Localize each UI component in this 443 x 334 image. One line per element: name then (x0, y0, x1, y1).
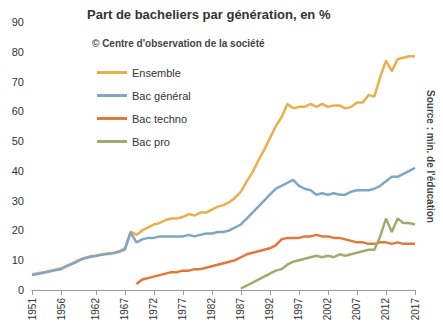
svg-text:Bac général: Bac général (132, 90, 191, 102)
svg-text:© Centre d'observation de la s: © Centre d'observation de la société (92, 38, 265, 49)
svg-text:60: 60 (12, 105, 24, 117)
svg-text:2012: 2012 (380, 298, 391, 321)
svg-text:1987: 1987 (235, 298, 246, 321)
svg-text:1951: 1951 (27, 298, 38, 321)
svg-text:90: 90 (12, 16, 24, 28)
svg-text:Source : min. de l'éducation: Source : min. de l'éducation (425, 90, 436, 223)
svg-text:Ensemble: Ensemble (132, 67, 181, 79)
svg-text:10: 10 (12, 254, 24, 266)
svg-text:Bac techno: Bac techno (132, 113, 187, 125)
svg-text:Part de bacheliers par générat: Part de bacheliers par génération, en % (87, 7, 331, 22)
svg-text:1977: 1977 (177, 298, 188, 321)
svg-text:20: 20 (12, 224, 24, 236)
svg-text:0: 0 (18, 284, 24, 296)
svg-text:70: 70 (12, 76, 24, 88)
svg-text:30: 30 (12, 195, 24, 207)
svg-text:Bac pro: Bac pro (132, 136, 170, 148)
svg-text:1956: 1956 (56, 298, 67, 321)
svg-text:1967: 1967 (119, 298, 130, 321)
svg-text:2007: 2007 (351, 298, 362, 321)
svg-text:1992: 1992 (264, 298, 275, 321)
svg-text:40: 40 (12, 165, 24, 177)
svg-text:2002: 2002 (322, 298, 333, 321)
svg-text:1962: 1962 (90, 298, 101, 321)
svg-text:50: 50 (12, 135, 24, 147)
svg-text:1972: 1972 (148, 298, 159, 321)
svg-text:1997: 1997 (293, 298, 304, 321)
svg-text:2017: 2017 (410, 298, 421, 321)
svg-text:1982: 1982 (206, 298, 217, 321)
svg-text:80: 80 (12, 46, 24, 58)
